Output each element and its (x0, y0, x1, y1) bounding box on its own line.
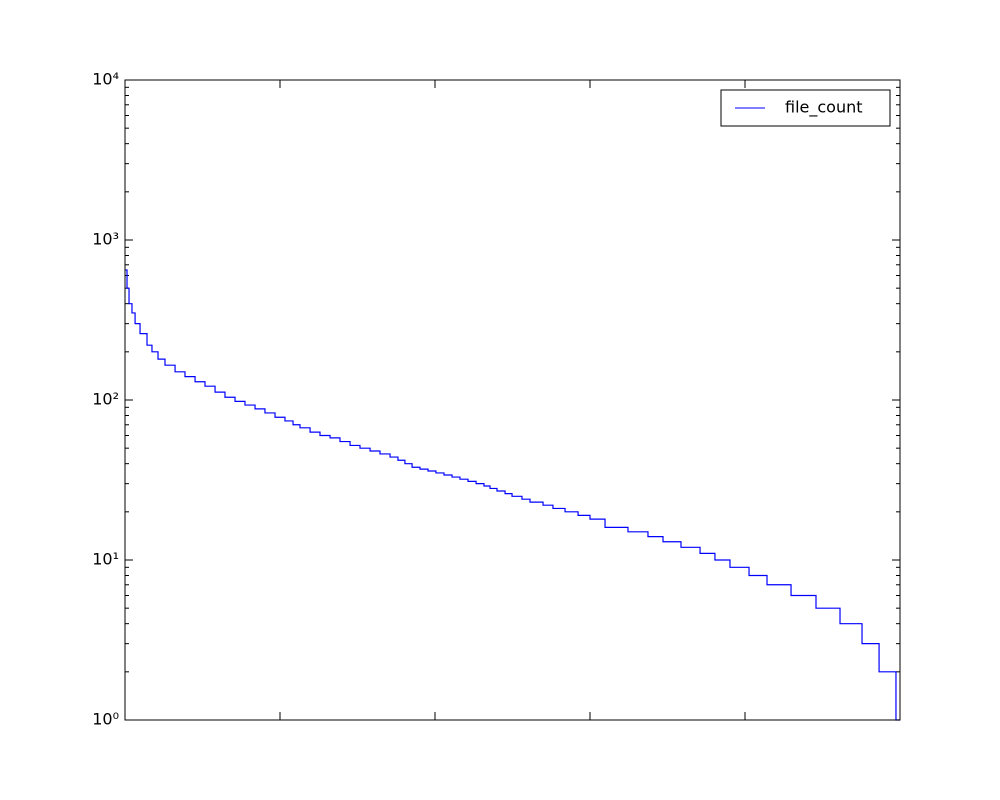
y-tick-label: 10¹ (92, 550, 119, 569)
y-tick-label: 10³ (92, 230, 119, 249)
legend-label: file_count (785, 98, 863, 118)
y-tick-label: 10⁴ (92, 70, 119, 89)
plot-frame (124, 79, 901, 721)
data-line (125, 269, 900, 721)
y-tick-label: 10² (92, 390, 119, 409)
y-tick-label: 10⁰ (92, 710, 119, 729)
